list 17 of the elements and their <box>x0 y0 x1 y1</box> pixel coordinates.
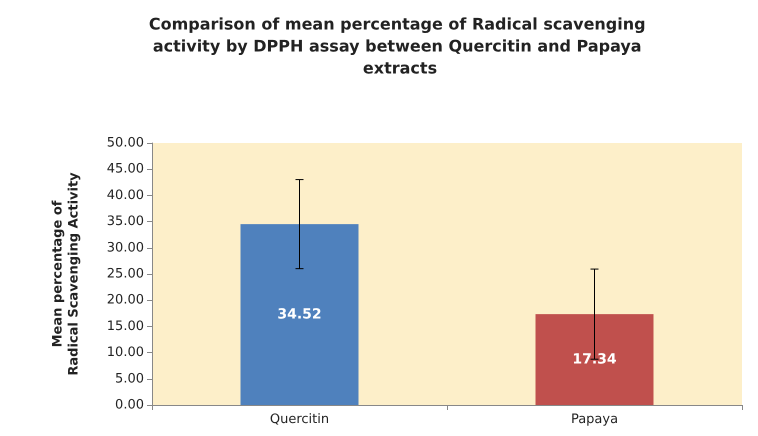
y-tick-label: 15.00 <box>106 318 144 334</box>
y-tick-label: 35.00 <box>106 214 144 230</box>
y-tick-label: 40.00 <box>106 188 144 203</box>
data-label: 34.52 <box>277 306 322 323</box>
y-tick-label: 20.00 <box>106 292 144 308</box>
x-tick-label: Quercitin <box>270 412 330 427</box>
chart-title: Comparison of mean percentage of Radical scavenging activity by DPPH assay between Quercitin and Papaya extracts <box>148 14 652 78</box>
data-label: 17.34 <box>572 352 617 368</box>
y-tick-label: 30.00 <box>106 240 144 256</box>
y-tick-label: 10.00 <box>106 345 144 360</box>
y-tick-label: 45.00 <box>106 162 144 177</box>
y-tick-label: 25.00 <box>106 266 144 282</box>
x-tick-label: Papaya <box>570 412 618 427</box>
y-tick-label: 0.00 <box>115 398 144 412</box>
y-tick-label: 50.00 <box>106 136 144 150</box>
y-axis-title: Mean percentage of Radical Scavenging Activity <box>50 172 82 376</box>
y-tick-label: 5.00 <box>115 371 144 386</box>
